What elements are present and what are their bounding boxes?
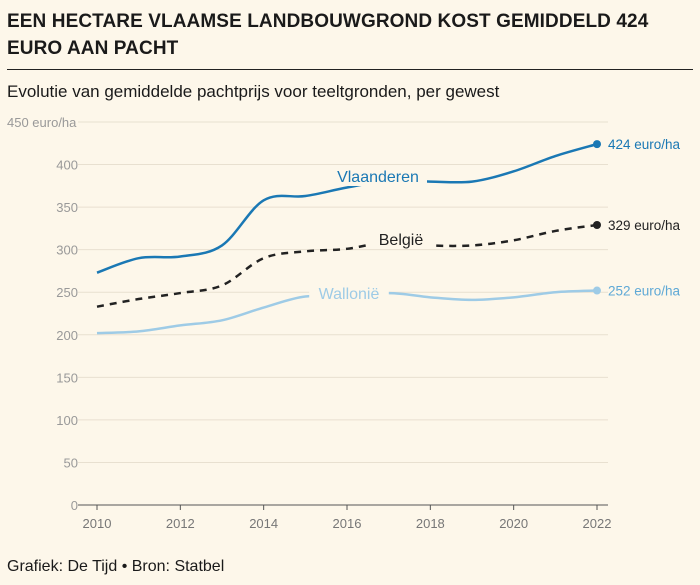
- series-line-vlaanderen: [96, 142, 598, 274]
- series-label: België: [379, 232, 424, 249]
- x-tick-label: 2022: [583, 516, 612, 531]
- y-tick-label: 100: [56, 413, 78, 428]
- y-tick-label: 300: [56, 243, 78, 258]
- y-tick-label: 200: [56, 328, 78, 343]
- y-tick-label: 450 euro/ha: [7, 115, 77, 130]
- x-tick-label: 2010: [83, 516, 112, 531]
- x-tick-label: 2014: [249, 516, 278, 531]
- source-footer: Grafiek: De Tijd • Bron: Statbel: [7, 558, 225, 575]
- series-label: Vlaanderen: [337, 169, 419, 186]
- chart-subtitle: Evolutie van gemiddelde pachtprijs voor …: [7, 82, 500, 101]
- y-tick-label: 400: [56, 158, 78, 173]
- chart-title: EEN HECTARE VLAAMSE LANDBOUWGROND KOST G…: [7, 11, 649, 59]
- x-tick-label: 2018: [416, 516, 445, 531]
- series-label-bg: [370, 231, 432, 249]
- end-point: [593, 220, 601, 229]
- end-value-label: 329 euro/ha: [608, 218, 681, 233]
- title-divider: [7, 69, 693, 70]
- end-value-label: 424 euro/ha: [608, 137, 681, 152]
- x-tick-label: 2020: [499, 516, 528, 531]
- end-point: [593, 286, 601, 295]
- y-tick-label: 350: [56, 200, 78, 215]
- y-tick-label: 150: [56, 370, 78, 385]
- x-tick-label: 2016: [333, 516, 362, 531]
- end-value-label: 252 euro/ha: [608, 284, 681, 299]
- x-tick-label: 2012: [166, 516, 195, 531]
- y-tick-label: 250: [56, 285, 78, 300]
- y-tick-label: 50: [64, 455, 78, 470]
- series-label: Wallonië: [319, 286, 380, 303]
- series-line-belgië: [96, 223, 598, 308]
- y-tick-label: 0: [71, 498, 78, 513]
- series-label-bg: [329, 168, 427, 186]
- end-point: [593, 140, 601, 149]
- series-label-bg: [309, 285, 389, 303]
